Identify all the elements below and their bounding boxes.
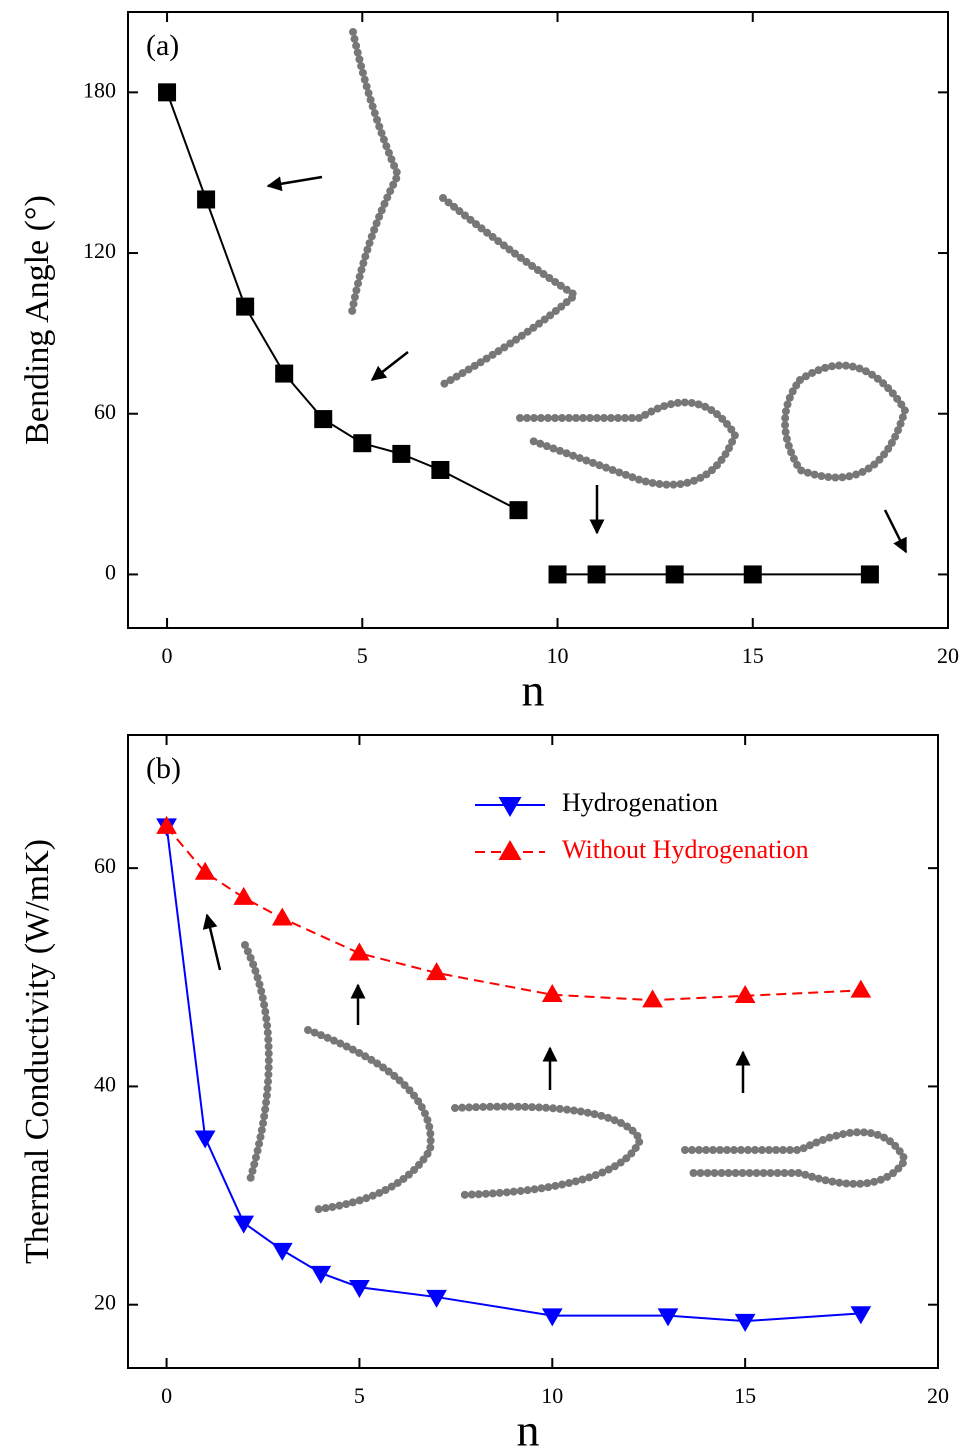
x-axis-title: n: [522, 665, 545, 716]
marker: [666, 565, 684, 583]
x-tick-label: 10: [547, 643, 569, 668]
marker: [549, 565, 567, 583]
marker: [499, 797, 522, 817]
series-line: [167, 92, 518, 510]
y-axis-title: Bending Angle (°): [19, 195, 56, 445]
y-tick-label: 120: [83, 238, 116, 263]
x-tick-label: 5: [357, 643, 368, 668]
marker: [353, 434, 371, 452]
marker: [233, 1216, 254, 1234]
decorations: [207, 32, 906, 1210]
marker: [233, 887, 254, 905]
y-axis-title: Thermal Conductivity (W/mK): [19, 839, 56, 1264]
y-tick-label: 20: [94, 1290, 116, 1315]
y-tick-label: 180: [83, 77, 116, 102]
marker: [851, 980, 872, 998]
marker: [499, 840, 522, 860]
marker: [236, 298, 254, 316]
y-tick-label: 60: [94, 399, 116, 424]
y-tick-label: 60: [94, 853, 116, 878]
marker: [744, 565, 762, 583]
marker: [658, 1308, 679, 1326]
marker: [542, 1308, 563, 1326]
marker: [851, 1306, 872, 1324]
marker: [314, 410, 332, 428]
x-axis-title: n: [517, 1405, 540, 1456]
figure: 0 5 10 15 20 0 60 120 180 n Bending Angle (°) (a) 0 5…: [0, 0, 970, 1456]
plot-frame: [128, 735, 938, 1368]
marker: [392, 445, 410, 463]
marker: [642, 989, 663, 1007]
marker: [272, 908, 293, 926]
marker: [431, 461, 449, 479]
x-tick-label: 0: [162, 643, 173, 668]
x-tick-label: 20: [937, 643, 959, 668]
panel-label: (b): [146, 752, 181, 785]
x-tick-label: 15: [734, 1383, 756, 1408]
x-tick-label: 5: [354, 1383, 365, 1408]
y-tick-label: 40: [94, 1071, 116, 1096]
marker: [349, 942, 370, 960]
marker: [735, 985, 756, 1003]
x-tick-label: 10: [541, 1383, 563, 1408]
marker: [275, 365, 293, 383]
marker: [588, 565, 606, 583]
legend-label: Hydrogenation: [562, 788, 718, 817]
x-tick-label: 20: [927, 1383, 949, 1408]
y-tick-label: 0: [105, 559, 116, 584]
marker: [735, 1314, 756, 1332]
marker: [158, 83, 176, 101]
marker: [272, 1243, 293, 1261]
marker: [861, 565, 879, 583]
x-tick-label: 15: [742, 643, 764, 668]
marker: [197, 190, 215, 208]
marker: [509, 501, 527, 519]
marker: [195, 1131, 216, 1149]
x-tick-label: 0: [161, 1383, 172, 1408]
panel-label: (a): [146, 29, 179, 62]
legend-label: Without Hydrogenation: [562, 835, 809, 864]
